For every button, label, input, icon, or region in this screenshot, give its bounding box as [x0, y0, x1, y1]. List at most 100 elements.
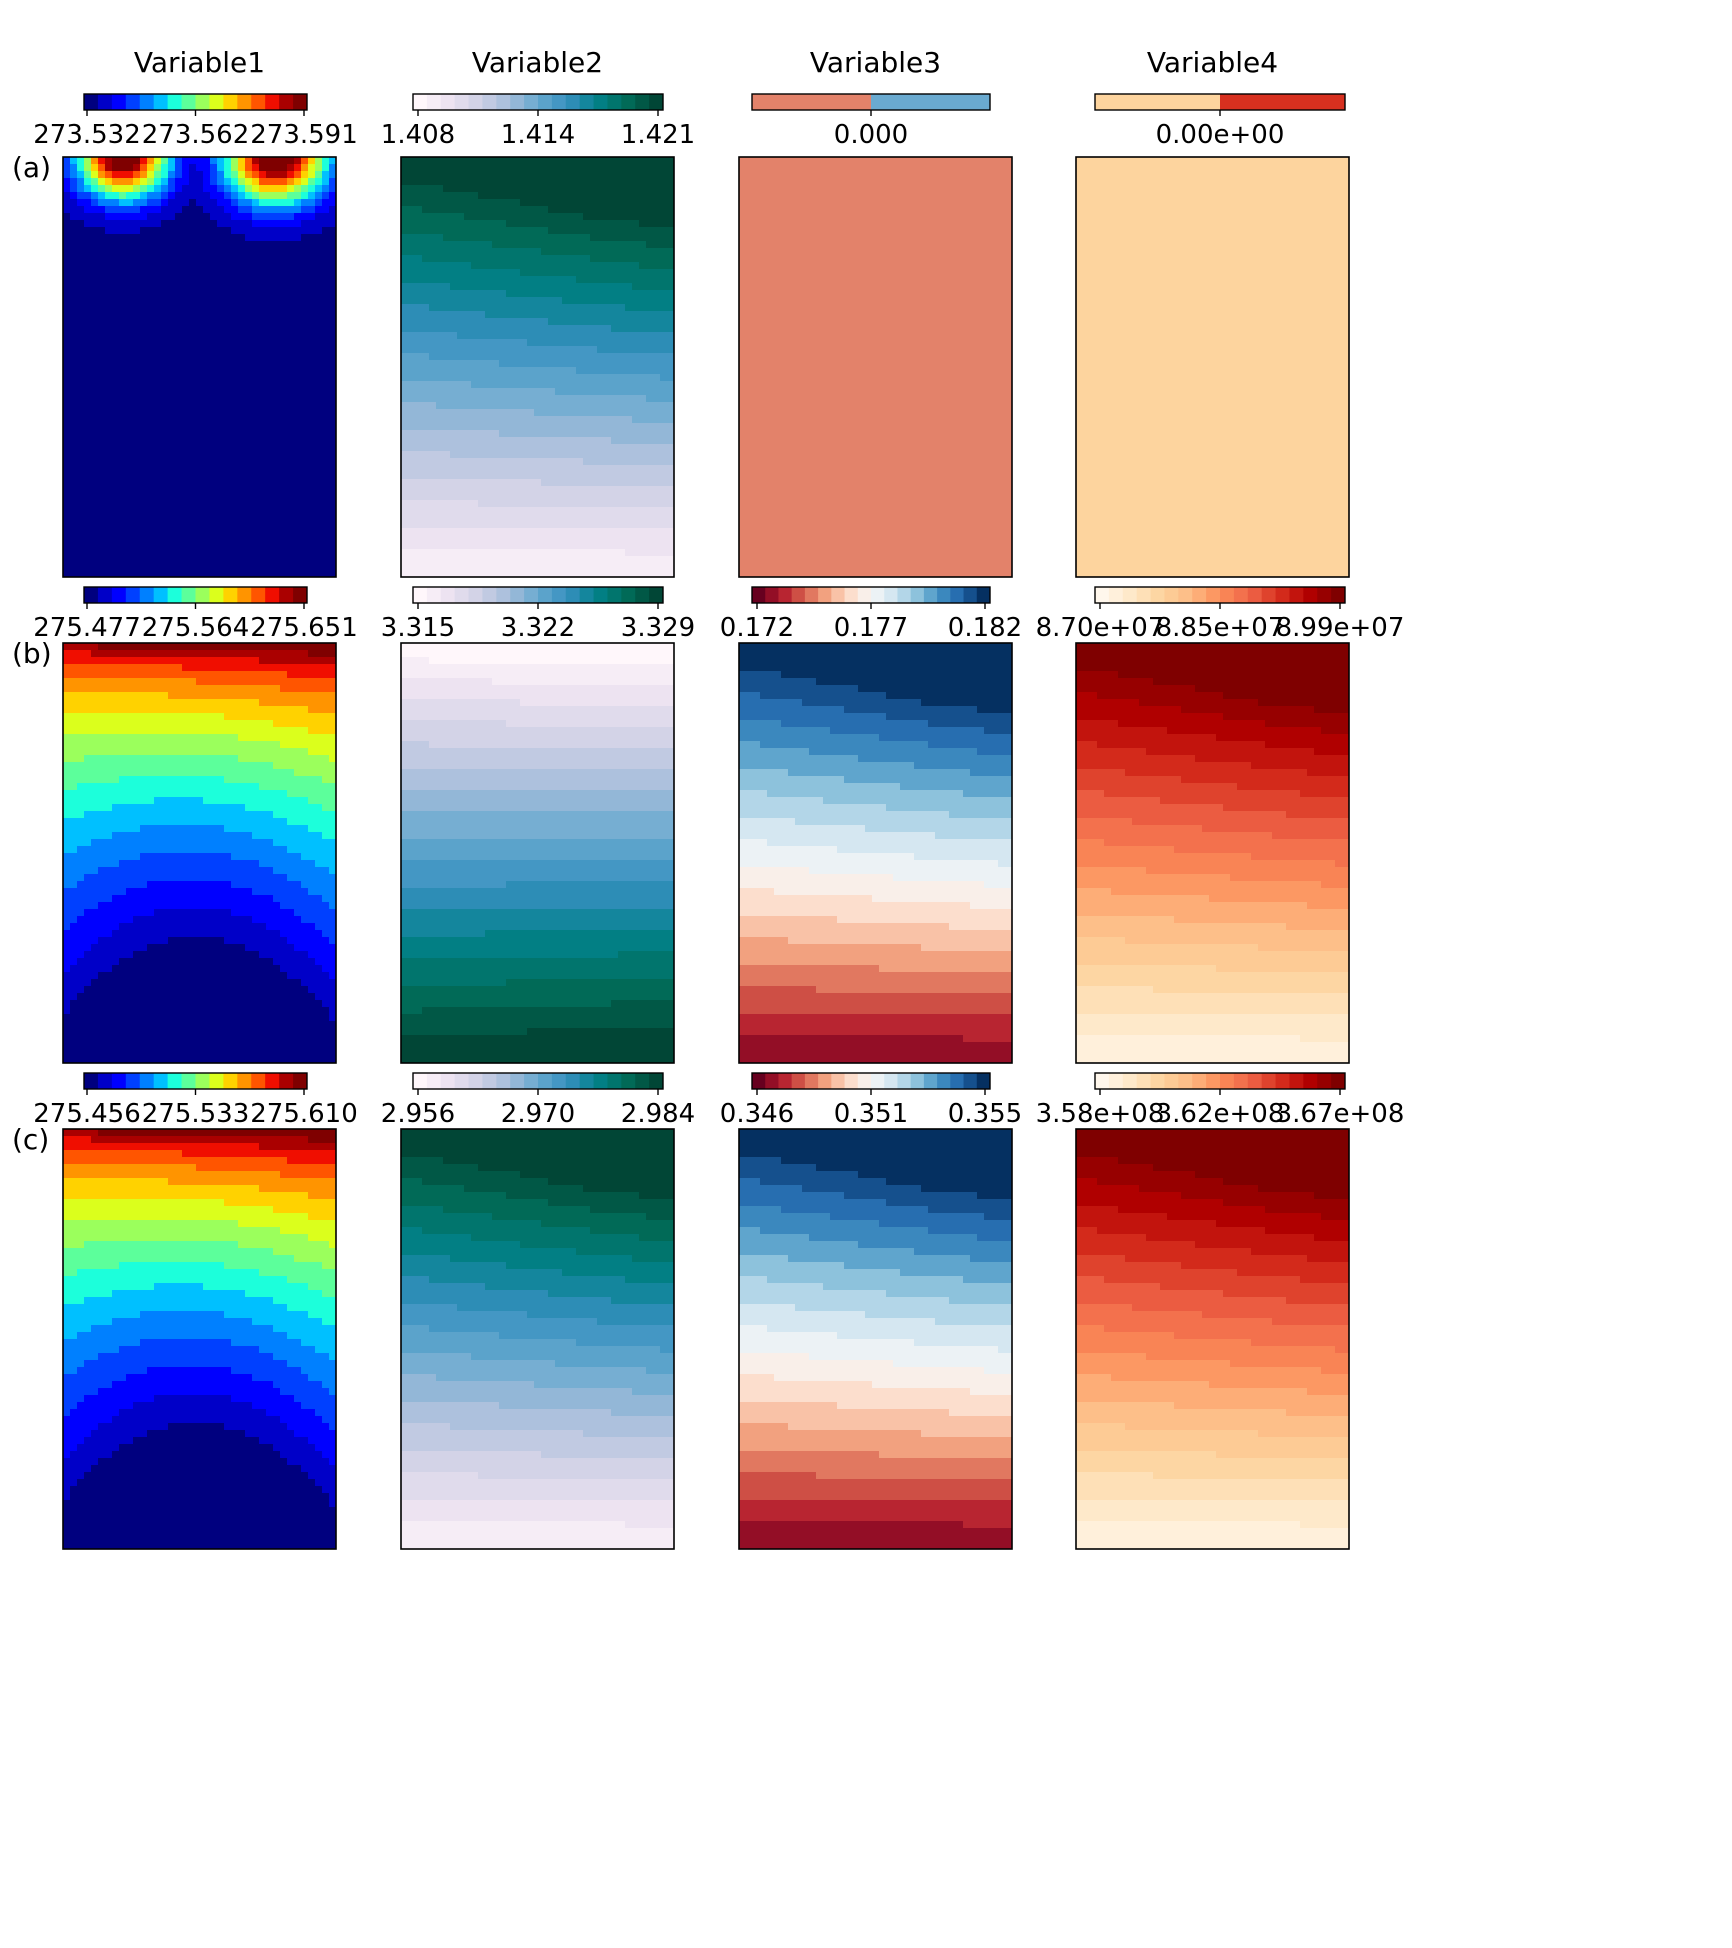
- contour-cell: [77, 360, 85, 368]
- contour-cell: [590, 507, 598, 515]
- contour-cell: [618, 353, 626, 361]
- contour-cell: [238, 318, 246, 326]
- contour-cell: [415, 353, 423, 361]
- contour-cell: [450, 556, 458, 564]
- contour-cell: [266, 374, 274, 382]
- contour-cell: [273, 514, 281, 522]
- contour-cell: [625, 241, 633, 249]
- contour-cell: [667, 409, 674, 417]
- contour-cell: [632, 381, 640, 389]
- contour-cell: [653, 248, 661, 256]
- column-title: Variable1: [134, 46, 265, 79]
- contour-cell: [576, 339, 584, 347]
- contour-cell: [429, 332, 437, 340]
- panel: 0.00e+00: [1075, 93, 1350, 578]
- contour-cell: [322, 395, 330, 403]
- contour-cell: [499, 451, 507, 459]
- contour-cell: [485, 255, 493, 263]
- contour-cell: [196, 486, 204, 494]
- contour-cell: [133, 339, 141, 347]
- contour-cell: [492, 563, 500, 571]
- contour-cell: [667, 227, 674, 235]
- contour-cell: [294, 262, 302, 270]
- contour-cell: [203, 458, 211, 466]
- contour-cell: [541, 430, 549, 438]
- contour-cell: [77, 185, 85, 193]
- contour-cell: [315, 486, 323, 494]
- contour-cell: [534, 332, 542, 340]
- contour-cell: [224, 185, 232, 193]
- contour-cell: [583, 164, 591, 172]
- contour-cell: [653, 178, 661, 186]
- contour-cell: [478, 514, 486, 522]
- contour-cell: [294, 423, 302, 431]
- contour-cell: [217, 409, 225, 417]
- contour-cell: [329, 346, 336, 354]
- contour-cell: [492, 416, 500, 424]
- contour-cell: [70, 664, 78, 672]
- contour-cell: [660, 570, 668, 577]
- contour-cell: [308, 500, 316, 508]
- contour-cell: [527, 514, 535, 522]
- contour-cell: [133, 444, 141, 452]
- contour-cell: [112, 297, 120, 305]
- contour-cell: [140, 395, 148, 403]
- contour-cell: [653, 465, 661, 473]
- contour-cell: [182, 664, 190, 672]
- contour-cell: [161, 262, 169, 270]
- contour-cell: [105, 507, 113, 515]
- contour-cell: [527, 276, 535, 284]
- contour-cell: [576, 472, 584, 480]
- contour-cell: [471, 178, 479, 186]
- contour-cell: [322, 514, 330, 522]
- contour-cell: [450, 507, 458, 515]
- contour-cell: [429, 374, 437, 382]
- contour-cell: [308, 395, 316, 403]
- contour-cell: [245, 678, 253, 686]
- contour-cell: [273, 213, 281, 221]
- contour-cell: [266, 521, 274, 529]
- contour-cell: [527, 227, 535, 235]
- contour-cell: [513, 395, 521, 403]
- contour-cell: [168, 262, 176, 270]
- contour-cell: [287, 521, 295, 529]
- contour-cell: [611, 409, 619, 417]
- contour-cell: [301, 650, 309, 658]
- contour-cell: [548, 241, 556, 249]
- contour-cell: [308, 178, 316, 186]
- contour-cell: [63, 185, 71, 193]
- contour-cell: [492, 255, 500, 263]
- contour-cell: [154, 479, 162, 487]
- contour-cell: [576, 185, 584, 193]
- colorbar-segment: [279, 94, 294, 110]
- contour-cell: [464, 381, 472, 389]
- contour-cell: [625, 276, 633, 284]
- contour-cell: [98, 430, 106, 438]
- contour-cell: [266, 220, 274, 228]
- contour-cell: [513, 563, 521, 571]
- contour-cell: [147, 227, 155, 235]
- contour-cell: [175, 423, 183, 431]
- contour-cell: [457, 227, 465, 235]
- contour-cell: [287, 549, 295, 557]
- contour-cell: [224, 542, 232, 550]
- contour-cell: [70, 563, 78, 571]
- contour-cell: [499, 241, 507, 249]
- contour-cell: [161, 678, 169, 686]
- contour-cell: [548, 500, 556, 508]
- contour-cell: [562, 241, 570, 249]
- contour-cell: [294, 521, 302, 529]
- contour-cell: [520, 164, 528, 172]
- contour-cell: [583, 178, 591, 186]
- contour-cell: [415, 262, 423, 270]
- contour-cell: [140, 402, 148, 410]
- contour-cell: [422, 395, 430, 403]
- contour-cell: [478, 437, 486, 445]
- contour-cell: [259, 430, 267, 438]
- contour-cell: [450, 353, 458, 361]
- contour-cell: [273, 423, 281, 431]
- contour-cell: [119, 444, 127, 452]
- contour-cell: [252, 643, 260, 651]
- contour-cell: [429, 206, 437, 214]
- contour-cell: [280, 332, 288, 340]
